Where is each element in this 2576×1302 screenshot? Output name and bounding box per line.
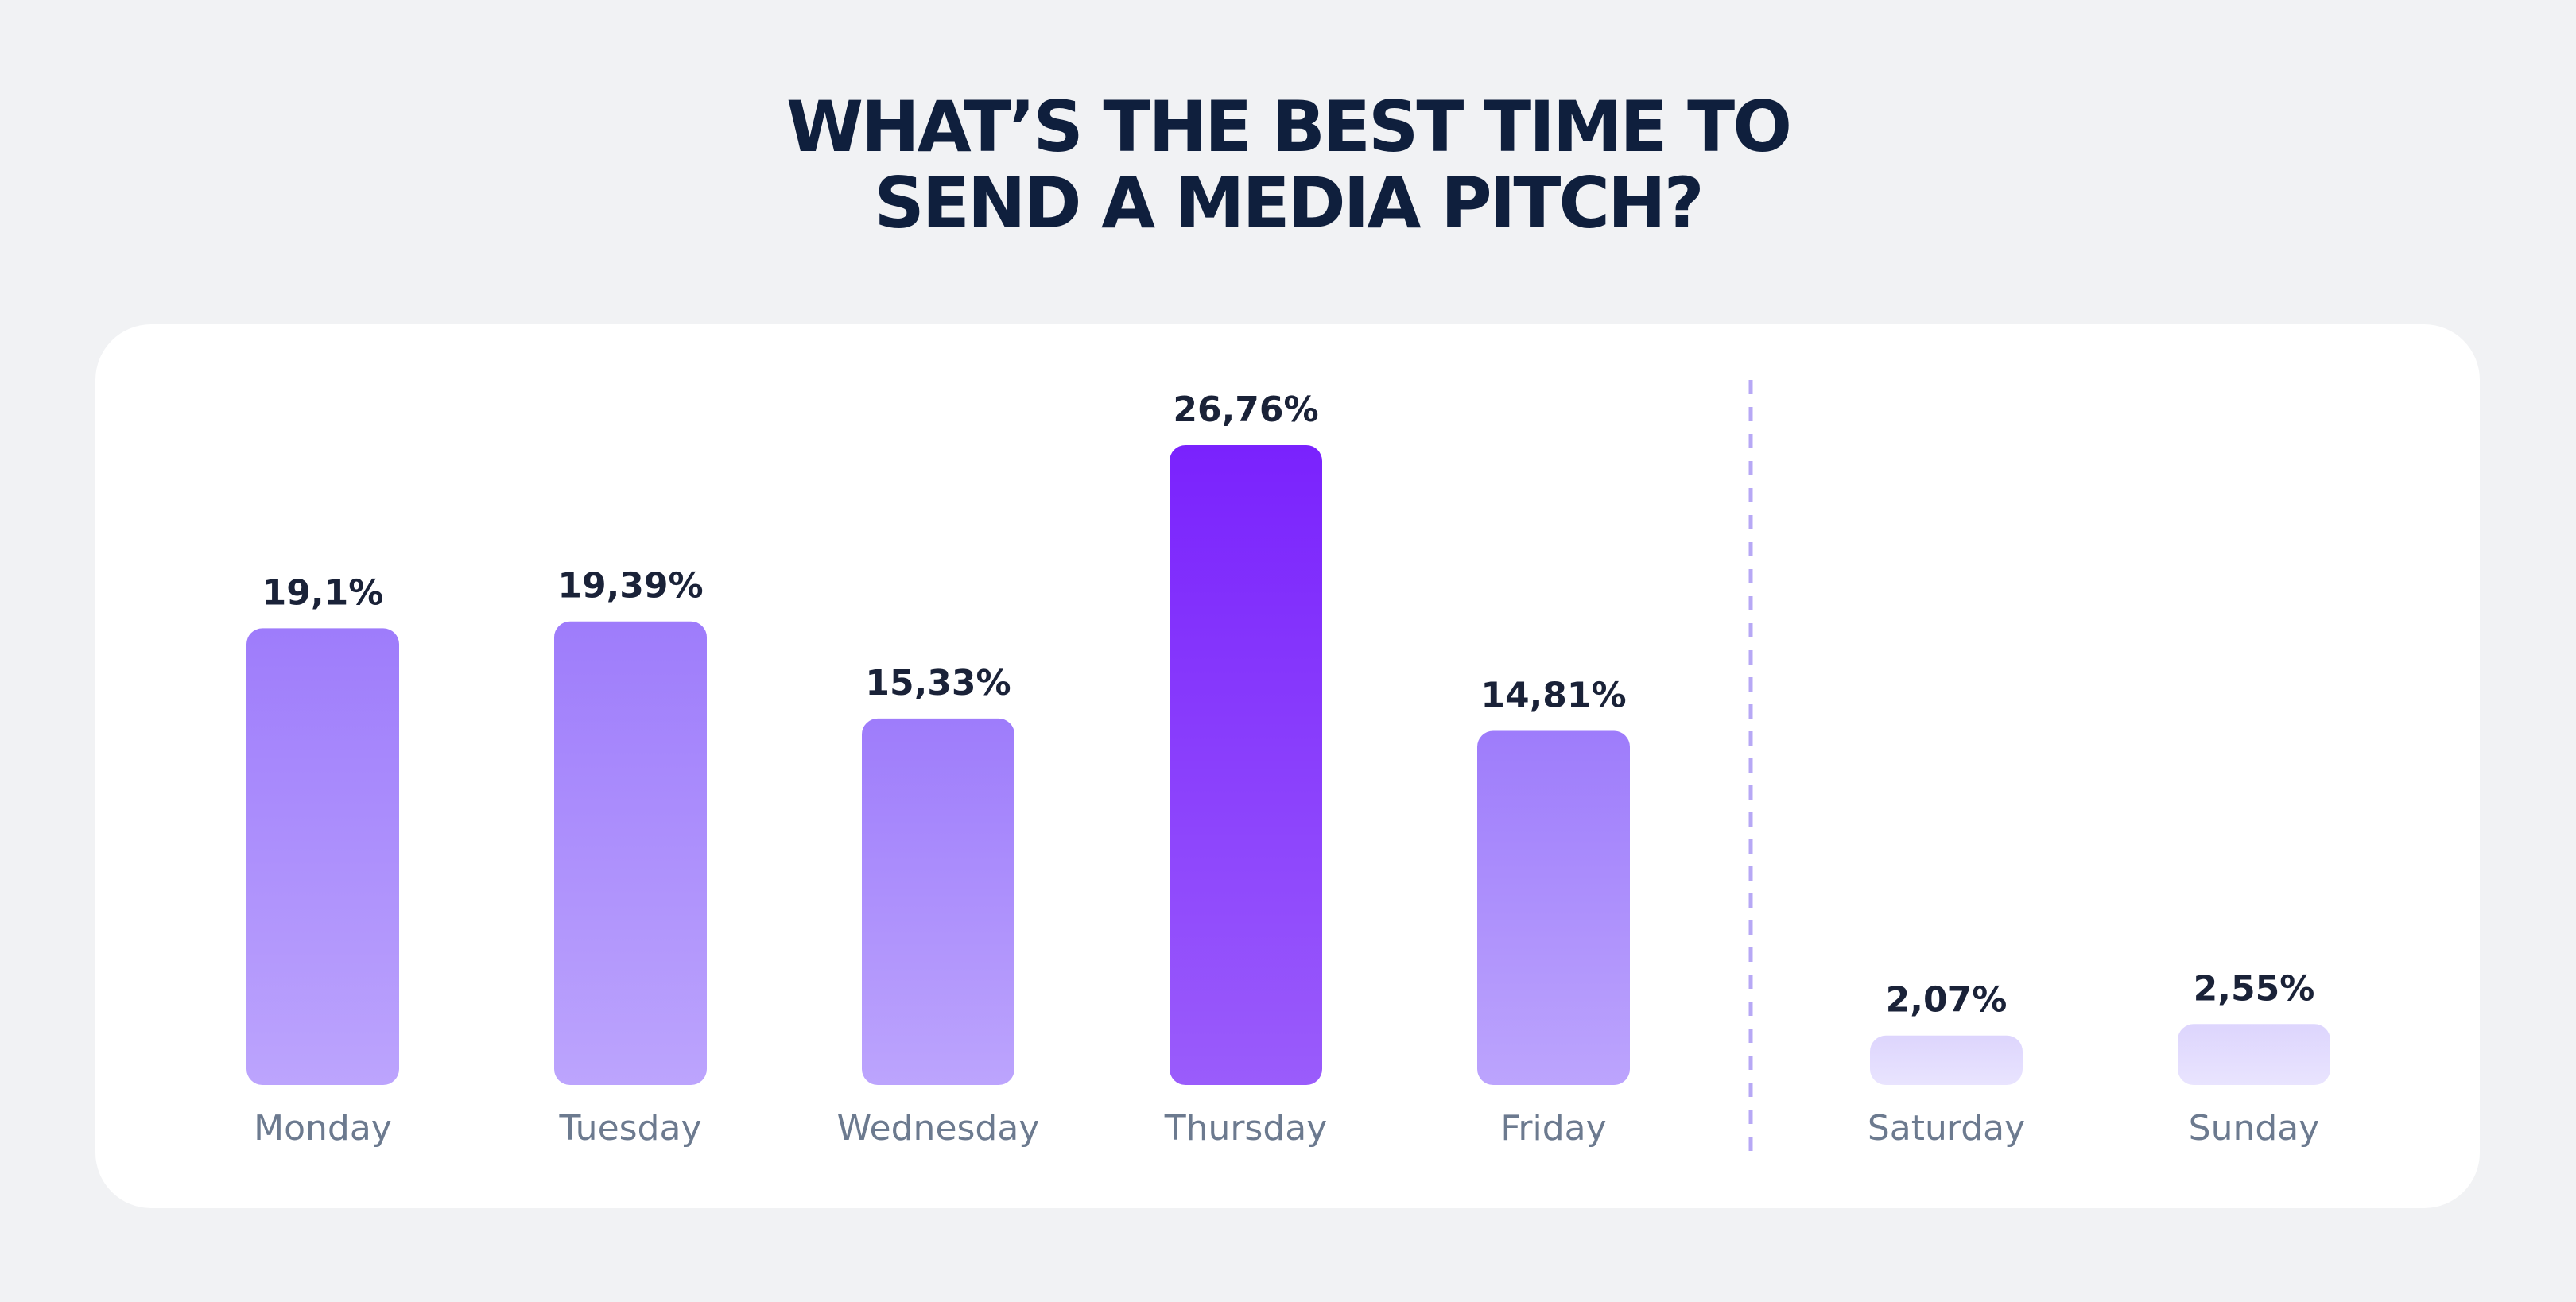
bar-tuesday (554, 621, 707, 1085)
chart-title: WHAT’S THE BEST TIME TO SEND A MEDIA PIT… (0, 89, 2576, 242)
value-label-tuesday: 19,39% (557, 566, 703, 606)
bar-sunday (2178, 1024, 2330, 1085)
value-label-thursday: 26,76% (1173, 389, 1318, 430)
category-label-thursday: Thursday (1164, 1108, 1328, 1149)
value-label-saturday: 2,07% (1886, 980, 2008, 1021)
category-label-tuesday: Tuesday (558, 1108, 701, 1149)
title-line-2: SEND A MEDIA PITCH? (874, 162, 1704, 244)
title-line-1: WHAT’S THE BEST TIME TO (786, 86, 1792, 168)
category-label-monday: Monday (254, 1108, 392, 1149)
bar-monday (246, 628, 399, 1085)
value-label-sunday: 2,55% (2194, 968, 2315, 1009)
bar-thursday (1170, 445, 1322, 1085)
category-label-saturday: Saturday (1868, 1108, 2025, 1149)
value-label-wednesday: 15,33% (865, 663, 1011, 703)
category-label-sunday: Sunday (2189, 1108, 2320, 1149)
bar-wednesday (862, 718, 1014, 1085)
value-label-monday: 19,1% (262, 572, 384, 613)
value-label-friday: 14,81% (1480, 675, 1626, 715)
category-label-friday: Friday (1500, 1108, 1606, 1149)
category-label-wednesday: Wednesday (837, 1108, 1040, 1149)
bar-friday (1477, 730, 1630, 1085)
bar-saturday (1870, 1035, 2023, 1085)
